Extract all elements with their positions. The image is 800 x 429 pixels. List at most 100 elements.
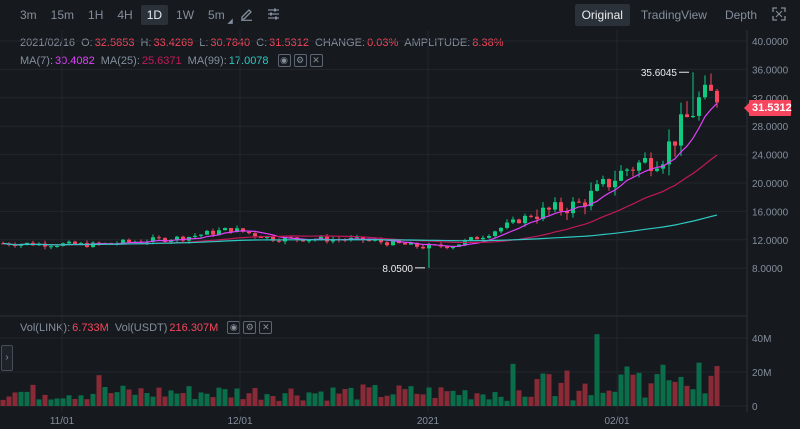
vol-usdt-value: 216.307M [169, 321, 219, 334]
volume-bar [264, 394, 270, 406]
candle-body [655, 168, 659, 171]
candle-body [13, 244, 17, 246]
candle-body [31, 242, 35, 246]
open-value: 32.5853 [94, 37, 135, 49]
tab-depth[interactable]: Depth [724, 8, 757, 22]
volume-bar [624, 366, 630, 406]
interval-1w[interactable]: 1W [176, 8, 195, 22]
candle-body [337, 239, 341, 241]
candle-body [19, 244, 23, 246]
volume-eye-icon[interactable]: ◉ [227, 321, 241, 334]
volume-bar [618, 374, 624, 406]
volume-bar [612, 391, 618, 406]
candle-body [205, 230, 209, 235]
candle-body [589, 190, 593, 207]
volume-axis: 40M 20M 0 [752, 334, 771, 413]
price-tick-label: 8.0000 [752, 264, 783, 275]
candle-body [151, 237, 155, 242]
interval-4h[interactable]: 4H [117, 8, 133, 22]
volume-bar [198, 392, 204, 406]
ma7-value: 30.4082 [55, 54, 95, 67]
volume-bars-group [0, 334, 720, 406]
volume-bar [114, 392, 120, 406]
candle-body [325, 236, 329, 242]
candle-body [343, 239, 347, 241]
candle-body [163, 238, 167, 242]
volume-bar [576, 390, 582, 406]
price-tick-label: 12.0000 [752, 236, 789, 247]
volume-bar [522, 396, 528, 406]
tab-tradingview[interactable]: TradingView [640, 8, 707, 22]
candle-body [241, 228, 245, 232]
interval-15m[interactable]: 15m [50, 8, 75, 22]
price-tick-label: 20.0000 [752, 179, 789, 190]
candle-body [535, 216, 539, 219]
date-axis: 11/01 12/01 2021 02/01 [50, 416, 630, 427]
interval-1d[interactable]: 1D [140, 5, 169, 25]
volume-bar [450, 390, 456, 406]
volume-bar [36, 399, 42, 406]
volume-bar [528, 396, 534, 406]
volume-settings-icon[interactable]: ⚙ [243, 321, 257, 334]
candle-body [49, 246, 53, 248]
ma-legend: MA(7): 30.4082 MA(25): 25.6371 MA(99): 1… [20, 54, 323, 67]
candle-body [397, 240, 401, 244]
candle-body [127, 239, 131, 242]
candle-body [499, 227, 503, 232]
settings-sliders-icon[interactable] [266, 6, 281, 24]
candle-body [223, 228, 227, 231]
volume-bar [162, 396, 168, 406]
candle-body [547, 207, 551, 210]
close-icon[interactable]: ✕ [309, 54, 323, 67]
tab-original[interactable]: Original [574, 4, 630, 26]
eye-icon[interactable]: ◉ [277, 54, 291, 67]
volume-bar [6, 396, 12, 406]
interval-3m[interactable]: 3m [20, 8, 37, 22]
date-tick-label: 11/01 [50, 416, 75, 427]
price-tick-label: 36.0000 [752, 65, 789, 76]
candle-body [673, 141, 677, 146]
volume-close-icon[interactable]: ✕ [259, 321, 273, 334]
volume-bar [456, 395, 462, 406]
volume-bar [414, 393, 420, 406]
ma25-line [2, 154, 718, 246]
candle-body [301, 239, 305, 242]
ma99-value: 17.0078 [228, 54, 269, 67]
candle-body [67, 241, 71, 244]
candle-body [409, 242, 413, 245]
candle-body [373, 239, 377, 241]
volume-bar [24, 391, 30, 406]
interval-5m-dropdown[interactable]: 5m ◢ [202, 5, 233, 25]
volume-bar [426, 387, 432, 406]
volume-bar [510, 363, 516, 406]
volume-tick-label: 20M [752, 368, 771, 379]
volume-bar [186, 386, 192, 406]
expand-icon[interactable] [772, 6, 786, 24]
close-label: C: [256, 37, 268, 49]
volume-bar [72, 398, 78, 406]
candle-body [181, 236, 185, 241]
volume-bar [606, 390, 612, 406]
side-panel-toggle[interactable]: › [1, 345, 13, 371]
change-value: 0.03% [367, 37, 399, 49]
candle-body [403, 243, 407, 245]
amplitude-value: 8.38% [472, 37, 504, 49]
volume-bar [54, 398, 60, 406]
volume-bar [384, 395, 390, 406]
pencil-icon[interactable] [239, 6, 254, 24]
candle-body [493, 231, 497, 237]
high-annotation-label: 35.6045 [641, 68, 678, 79]
volume-bar [222, 389, 228, 406]
candle-body [481, 237, 485, 240]
volume-bar [168, 390, 174, 406]
candle-body [517, 219, 521, 224]
volume-bar [534, 379, 540, 406]
candle-body [37, 243, 41, 246]
interval-1h[interactable]: 1H [88, 8, 104, 22]
volume-bar [66, 395, 72, 406]
volume-bar [558, 382, 564, 406]
candle-body [487, 236, 491, 238]
settings-icon[interactable]: ⚙ [293, 54, 307, 67]
volume-bar [654, 374, 660, 406]
volume-bar [126, 389, 132, 406]
